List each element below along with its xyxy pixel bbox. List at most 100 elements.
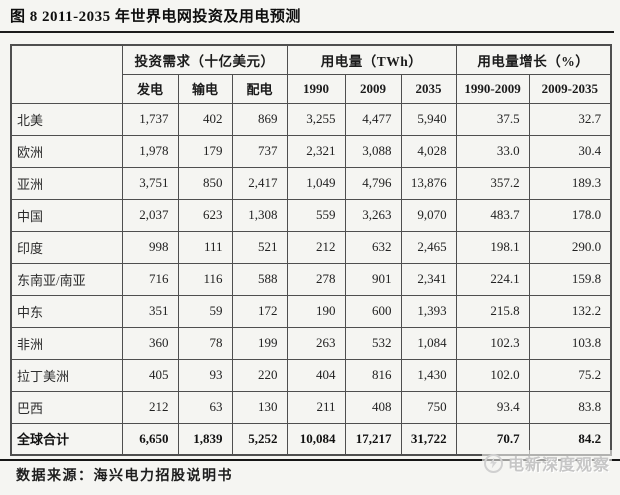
value-cell: 869 (231, 102, 288, 136)
col-group-growth: 用电量增长（%） (455, 44, 612, 75)
region-cell: 中国 (10, 198, 123, 232)
col-group-consumption: 用电量（TWh） (286, 44, 457, 75)
sub-header: 发电 (121, 73, 179, 104)
value-cell: 83.8 (528, 390, 612, 424)
table-row: 欧洲 1,978 179 737 2,321 3,088 4,028 33.0 30.4 (10, 134, 612, 168)
table-row: 北美 1,737 402 869 3,255 4,477 5,940 37.5 32.7 (10, 102, 612, 136)
table-row: 拉丁美洲 405 93 220 404 816 1,430 102.0 75.2 (10, 358, 612, 392)
value-cell: 998 (121, 230, 179, 264)
value-cell: 3,255 (286, 102, 346, 136)
value-cell: 102.3 (455, 326, 530, 360)
value-cell: 220 (231, 358, 288, 392)
value-cell: 402 (177, 102, 233, 136)
value-cell: 483.7 (455, 198, 530, 232)
value-cell: 13,876 (400, 166, 457, 200)
value-cell: 75.2 (528, 358, 612, 392)
value-cell: 278 (286, 262, 346, 296)
sub-header: 配电 (231, 73, 288, 104)
footer-divider (0, 459, 620, 461)
value-cell: 199 (231, 326, 288, 360)
value-cell: 716 (121, 262, 179, 296)
value-cell: 850 (177, 166, 233, 200)
region-cell: 全球合计 (10, 422, 123, 456)
value-cell: 215.8 (455, 294, 530, 328)
value-cell: 30.4 (528, 134, 612, 168)
figure-title: 图 8 2011-2035 年世界电网投资及用电预测 (10, 9, 301, 25)
value-cell: 588 (231, 262, 288, 296)
value-cell: 1,978 (121, 134, 179, 168)
value-cell: 1,308 (231, 198, 288, 232)
region-cell: 东南亚/南亚 (10, 262, 123, 296)
corner-cell (10, 44, 123, 104)
value-cell: 1,839 (177, 422, 233, 456)
value-cell: 2,465 (400, 230, 457, 264)
table-row: 东南亚/南亚 716 116 588 278 901 2,341 224.1 159.8 (10, 262, 612, 296)
total-row: 全球合计 6,650 1,839 5,252 10,084 17,217 31,722 70.… (10, 422, 612, 456)
value-cell: 290.0 (528, 230, 612, 264)
value-cell: 132.2 (528, 294, 612, 328)
value-cell: 37.5 (455, 102, 530, 136)
region-cell: 欧洲 (10, 134, 123, 168)
region-cell: 中东 (10, 294, 123, 328)
region-cell: 巴西 (10, 390, 123, 424)
value-cell: 4,796 (344, 166, 402, 200)
value-cell: 190 (286, 294, 346, 328)
value-cell: 159.8 (528, 262, 612, 296)
value-cell: 623 (177, 198, 233, 232)
value-cell: 172 (231, 294, 288, 328)
value-cell: 357.2 (455, 166, 530, 200)
value-cell: 263 (286, 326, 346, 360)
value-cell: 901 (344, 262, 402, 296)
value-cell: 750 (400, 390, 457, 424)
value-cell: 737 (231, 134, 288, 168)
value-cell: 5,940 (400, 102, 457, 136)
value-cell: 2,037 (121, 198, 179, 232)
data-table: 投资需求（十亿美元） 用电量（TWh） 用电量增长（%） 发电 输电 配电 1990 2… (10, 44, 613, 456)
table-row: 巴西 212 63 130 211 408 750 93.4 83.8 (10, 390, 612, 424)
value-cell: 816 (344, 358, 402, 392)
value-cell: 33.0 (455, 134, 530, 168)
value-cell: 111 (177, 230, 233, 264)
value-cell: 178.0 (528, 198, 612, 232)
value-cell: 93 (177, 358, 233, 392)
value-cell: 10,084 (286, 422, 346, 456)
value-cell: 59 (177, 294, 233, 328)
value-cell: 179 (177, 134, 233, 168)
table-row: 亚洲 3,751 850 2,417 1,049 4,796 13,876 357.2 189.… (10, 166, 612, 200)
header-sub-row: 发电 输电 配电 1990 2009 2035 1990-2009 2009-2035 (11, 73, 612, 104)
region-cell: 北美 (10, 102, 123, 136)
value-cell: 63 (177, 390, 233, 424)
region-cell: 印度 (10, 230, 123, 264)
table-row: 中国 2,037 623 1,308 559 3,263 9,070 483.7 178.0 (10, 198, 612, 232)
value-cell: 9,070 (400, 198, 457, 232)
region-cell: 拉丁美洲 (10, 358, 123, 392)
value-cell: 1,430 (400, 358, 457, 392)
value-cell: 2,341 (400, 262, 457, 296)
value-cell: 17,217 (344, 422, 402, 456)
watermark: 电新深度观察 (481, 450, 612, 476)
value-cell: 632 (344, 230, 402, 264)
value-cell: 32.7 (528, 102, 612, 136)
title-divider (0, 31, 614, 33)
col-group-investment: 投资需求（十亿美元） (121, 44, 288, 75)
value-cell: 521 (231, 230, 288, 264)
sub-header: 2009 (344, 73, 402, 104)
value-cell: 404 (286, 358, 346, 392)
value-cell: 130 (231, 390, 288, 424)
sub-header: 1990-2009 (455, 73, 530, 104)
value-cell: 1,737 (121, 102, 179, 136)
sub-header: 2009-2035 (528, 73, 612, 104)
value-cell: 212 (121, 390, 179, 424)
value-cell: 189.3 (528, 166, 612, 200)
value-cell: 224.1 (455, 262, 530, 296)
value-cell: 116 (177, 262, 233, 296)
value-cell: 93.4 (455, 390, 530, 424)
value-cell: 2,321 (286, 134, 346, 168)
value-cell: 211 (286, 390, 346, 424)
table-row: 中东 351 59 172 190 600 1,393 215.8 132.2 (10, 294, 612, 328)
value-cell: 408 (344, 390, 402, 424)
value-cell: 102.0 (455, 358, 530, 392)
region-cell: 非洲 (10, 326, 123, 360)
value-cell: 351 (121, 294, 179, 328)
